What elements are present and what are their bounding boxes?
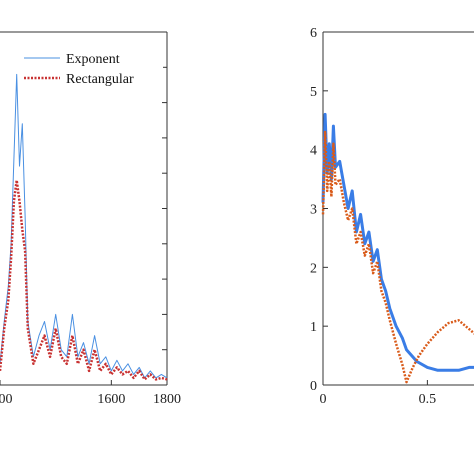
right-y-tick-label: 1 bbox=[310, 320, 317, 335]
legend-box bbox=[18, 44, 163, 90]
left-x-tick-label: 800 bbox=[0, 392, 13, 407]
left-x-tick-label: 1800 bbox=[153, 392, 181, 407]
left-x-tick-label: 1600 bbox=[97, 392, 125, 407]
right-y-tick-label: 2 bbox=[310, 261, 317, 276]
left-series-exponent bbox=[0, 73, 168, 379]
right-x-tick-label: 0 bbox=[320, 392, 327, 407]
right-panel: 0 1 2 3 4 5 6 0 0.5 bbox=[310, 26, 474, 407]
right-series-exponent bbox=[321, 112, 474, 372]
legend-label-rectangular: Rectangular bbox=[66, 72, 134, 87]
right-y-tick-label: 3 bbox=[310, 203, 317, 218]
legend-label-exponent: Exponent bbox=[66, 52, 120, 67]
left-legend: Exponent Rectangular bbox=[18, 44, 163, 90]
right-y-tick-label: 6 bbox=[310, 26, 317, 41]
right-y-tick-label: 0 bbox=[310, 379, 317, 394]
left-series-rectangular bbox=[0, 179, 168, 381]
right-series-rectangular bbox=[321, 130, 474, 384]
right-y-tick-label: 4 bbox=[310, 144, 317, 159]
left-panel: 800 1600 1800 Exponent Rectangular bbox=[0, 31, 181, 407]
right-y-tick-label: 5 bbox=[310, 85, 317, 100]
right-x-tick-label: 0.5 bbox=[419, 392, 437, 407]
